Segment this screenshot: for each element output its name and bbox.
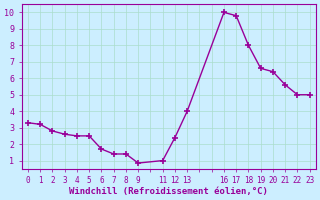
X-axis label: Windchill (Refroidissement éolien,°C): Windchill (Refroidissement éolien,°C) xyxy=(69,187,268,196)
